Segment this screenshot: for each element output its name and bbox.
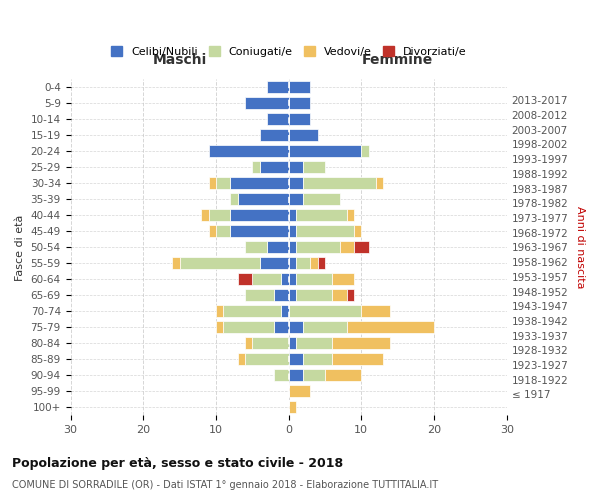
Text: Femmine: Femmine (362, 52, 433, 66)
Bar (303, 162, 325, 173)
Bar (289, 354, 303, 366)
Bar (289, 370, 303, 382)
Legend: Celibi/Nubili, Coniugati/e, Vedovi/e, Divorziati/e: Celibi/Nubili, Coniugati/e, Vedovi/e, Di… (106, 42, 471, 61)
Bar (289, 322, 303, 334)
Bar (216, 322, 223, 334)
Bar (303, 354, 332, 366)
Bar (252, 274, 281, 285)
Bar (289, 98, 310, 110)
Bar (296, 338, 332, 349)
Bar (361, 306, 391, 318)
Bar (245, 242, 267, 254)
Y-axis label: Fasce di età: Fasce di età (15, 214, 25, 280)
Bar (216, 178, 230, 190)
Bar (289, 130, 318, 141)
Bar (303, 370, 325, 382)
Bar (245, 338, 252, 349)
Bar (274, 322, 289, 334)
Bar (267, 82, 289, 94)
Bar (376, 178, 383, 190)
Bar (289, 306, 361, 318)
Bar (296, 226, 354, 237)
Bar (230, 178, 289, 190)
Bar (296, 274, 332, 285)
Bar (202, 210, 209, 222)
Bar (289, 338, 296, 349)
Bar (289, 114, 310, 126)
Bar (209, 226, 216, 237)
Bar (260, 258, 289, 270)
Bar (274, 370, 289, 382)
Bar (289, 386, 310, 398)
Bar (209, 210, 230, 222)
Bar (296, 210, 347, 222)
Bar (332, 338, 391, 349)
Bar (332, 354, 383, 366)
Bar (245, 98, 289, 110)
Bar (340, 242, 354, 254)
Bar (289, 82, 310, 94)
Bar (289, 290, 296, 302)
Bar (230, 226, 289, 237)
Bar (209, 178, 216, 190)
Bar (354, 242, 368, 254)
Bar (267, 114, 289, 126)
Bar (289, 194, 303, 205)
Bar (296, 290, 332, 302)
Bar (252, 338, 289, 349)
Bar (238, 194, 289, 205)
Bar (303, 322, 347, 334)
Bar (267, 242, 289, 254)
Bar (289, 146, 361, 158)
Bar (216, 306, 223, 318)
Bar (230, 210, 289, 222)
Bar (289, 162, 303, 173)
Bar (303, 194, 340, 205)
Bar (347, 290, 354, 302)
Bar (296, 242, 340, 254)
Bar (354, 226, 361, 237)
Bar (281, 274, 289, 285)
Bar (310, 258, 318, 270)
Bar (289, 242, 296, 254)
Text: Maschi: Maschi (152, 52, 207, 66)
Bar (179, 258, 260, 270)
Text: COMUNE DI SORRADILE (OR) - Dati ISTAT 1° gennaio 2018 - Elaborazione TUTTITALIA.: COMUNE DI SORRADILE (OR) - Dati ISTAT 1°… (12, 480, 438, 490)
Bar (281, 306, 289, 318)
Bar (223, 306, 281, 318)
Bar (245, 354, 289, 366)
Bar (216, 226, 230, 237)
Bar (245, 290, 274, 302)
Bar (332, 274, 354, 285)
Bar (260, 162, 289, 173)
Bar (230, 194, 238, 205)
Bar (289, 210, 296, 222)
Bar (260, 130, 289, 141)
Bar (347, 210, 354, 222)
Text: Popolazione per età, sesso e stato civile - 2018: Popolazione per età, sesso e stato civil… (12, 457, 343, 470)
Bar (223, 322, 274, 334)
Bar (332, 290, 347, 302)
Bar (289, 258, 296, 270)
Bar (289, 402, 296, 413)
Bar (361, 146, 368, 158)
Bar (289, 274, 296, 285)
Y-axis label: Anni di nascita: Anni di nascita (575, 206, 585, 288)
Bar (238, 274, 252, 285)
Bar (289, 178, 303, 190)
Bar (252, 162, 260, 173)
Bar (296, 258, 310, 270)
Bar (274, 290, 289, 302)
Bar (172, 258, 179, 270)
Bar (209, 146, 289, 158)
Bar (318, 258, 325, 270)
Bar (303, 178, 376, 190)
Bar (238, 354, 245, 366)
Bar (325, 370, 361, 382)
Bar (347, 322, 434, 334)
Bar (289, 226, 296, 237)
